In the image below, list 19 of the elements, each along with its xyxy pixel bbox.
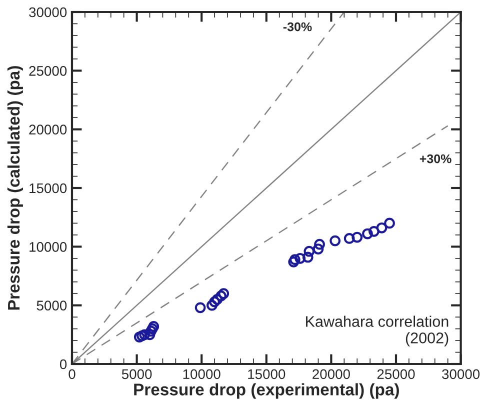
x-tick-label: 5000 <box>122 369 152 380</box>
y-axis-title: Pressure drop (calculated) (pa) <box>7 66 23 310</box>
y-tick-label: 15000 <box>30 183 67 194</box>
y-tick-label: 0 <box>60 359 67 370</box>
annotation: +30% <box>420 154 452 164</box>
y-tick-label: 25000 <box>29 66 67 76</box>
y-tick-label: 20000 <box>29 124 67 135</box>
y-tick-label: 10000 <box>30 242 67 252</box>
annotation: Kawahara correlation (2002) <box>306 316 448 346</box>
y-tick-label: 30000 <box>29 7 67 18</box>
x-tick-label: 20000 <box>312 369 350 380</box>
annotation: -30% <box>283 22 312 32</box>
x-tick-label: 25000 <box>377 369 415 380</box>
x-axis-title: Pressure drop (experimental) (pa) <box>134 383 399 399</box>
x-tick-label: 10000 <box>183 369 220 380</box>
y-tick-label: 5000 <box>36 300 67 311</box>
x-tick-label: 0 <box>68 369 76 380</box>
x-tick-label: 15000 <box>248 369 286 380</box>
x-tick-label: 30000 <box>442 369 480 380</box>
